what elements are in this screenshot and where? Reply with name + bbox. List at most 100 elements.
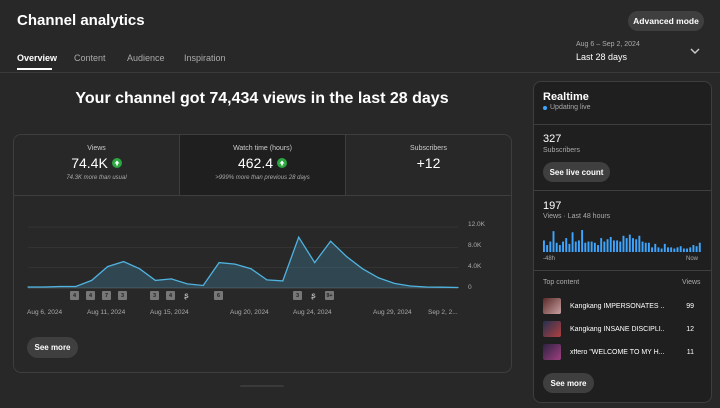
y-tick-label: 12.0K <box>468 221 485 228</box>
event-marker[interactable]: 3 <box>293 291 302 300</box>
realtime-bar <box>543 240 545 252</box>
data-point <box>186 283 188 285</box>
y-tick-label: 0 <box>468 284 472 291</box>
metric-label: Watch time (hours) <box>233 145 292 152</box>
top-content-label: Top content <box>543 279 580 286</box>
realtime-bar <box>679 246 682 252</box>
date-label[interactable]: Last 28 days <box>576 52 628 62</box>
metric-watch-time[interactable]: Watch time (hours) 462.4 >999% more than… <box>180 135 346 195</box>
data-point <box>170 278 172 280</box>
realtime-bar <box>654 243 657 252</box>
views-headline: Your channel got 74,434 views in the las… <box>75 90 449 107</box>
event-marker[interactable]: 7 <box>102 291 111 300</box>
realtime-bar <box>660 248 663 252</box>
realtime-bar <box>644 242 647 252</box>
data-point <box>377 277 379 279</box>
realtime-bar <box>657 247 660 252</box>
video-views: 12 <box>686 325 694 333</box>
realtime-bar <box>577 240 580 252</box>
realtime-bar <box>581 230 584 252</box>
data-point <box>393 282 395 285</box>
shorts-icon[interactable]: ʂ <box>184 291 189 300</box>
divider <box>534 124 711 125</box>
advanced-mode-button[interactable]: Advanced mode <box>628 11 704 31</box>
data-point <box>75 285 77 288</box>
axis-end-label: Now <box>686 256 699 262</box>
see-more-button[interactable]: See more <box>27 337 78 358</box>
realtime-card: Realtime Updating live 327 Subscribers S… <box>533 81 712 403</box>
data-point <box>154 279 157 281</box>
event-marker[interactable]: 4 <box>86 291 95 300</box>
event-marker[interactable]: 9+ <box>325 291 334 300</box>
realtime-bar <box>651 247 654 252</box>
realtime-bar <box>695 246 698 252</box>
realtime-bar <box>667 247 669 252</box>
x-tick-label: Aug 29, 2024 <box>373 309 412 316</box>
arrow-up-icon <box>277 158 288 168</box>
x-tick-label: Aug 24, 2024 <box>293 309 332 316</box>
metric-subscribers[interactable]: Subscribers +12 <box>346 135 511 195</box>
realtime-bar <box>622 235 625 252</box>
realtime-bar <box>593 242 596 252</box>
data-point <box>298 236 300 238</box>
metric-value: +12 <box>416 155 441 171</box>
realtime-bar <box>686 248 689 252</box>
metrics-divider <box>14 195 511 196</box>
realtime-bar <box>638 235 641 252</box>
data-point <box>43 286 45 288</box>
top-content-row[interactable]: xffero "WELCOME TO MY H... 11 <box>543 344 694 360</box>
tab-audience[interactable]: Audience <box>127 53 165 63</box>
realtime-bar <box>546 245 549 252</box>
realtime-bar <box>670 247 673 252</box>
top-content-row[interactable]: Kangkang INSANE DISCIPLI... 12 <box>543 321 694 337</box>
see-live-count-button[interactable]: See live count <box>543 162 610 182</box>
realtime-bar <box>609 236 612 252</box>
realtime-bar <box>692 245 695 252</box>
data-point <box>122 260 125 263</box>
scroll-indicator[interactable] <box>240 385 284 387</box>
event-marker[interactable]: 4 <box>166 291 175 300</box>
divider <box>534 270 711 271</box>
realtime-bar <box>565 238 568 252</box>
realtime-bar <box>641 241 644 252</box>
realtime-bar <box>663 243 666 252</box>
data-point <box>282 280 284 282</box>
x-tick-label: Aug 11, 2024 <box>87 309 126 316</box>
realtime-bar <box>676 247 679 252</box>
realtime-bar <box>568 243 571 252</box>
event-marker[interactable]: 4 <box>70 291 79 300</box>
metric-views[interactable]: Views 74.4K 74.3K more than usual <box>14 135 180 195</box>
tab-inspiration[interactable]: Inspiration <box>184 53 226 63</box>
top-content-views-header: Views <box>682 279 701 286</box>
x-tick-label: Aug 15, 2024 <box>150 309 189 316</box>
realtime-bar <box>682 248 685 252</box>
event-marker[interactable]: 6 <box>214 291 223 300</box>
overview-card: Views 74.4K 74.3K more than usual Watch … <box>13 134 512 373</box>
date-range[interactable]: Aug 6 – Sep 2, 2024 <box>576 41 640 48</box>
data-point <box>266 279 268 281</box>
realtime-see-more-button[interactable]: See more <box>543 373 594 393</box>
tab-content[interactable]: Content <box>74 53 106 63</box>
views-count: 197 <box>543 200 562 212</box>
realtime-bar <box>647 242 650 252</box>
tab-overview[interactable]: Overview <box>17 53 58 63</box>
realtime-bar <box>552 231 555 252</box>
metric-label: Views <box>87 145 106 152</box>
data-point <box>59 285 61 288</box>
divider <box>534 190 711 191</box>
active-tab-indicator <box>17 68 52 70</box>
data-point <box>202 284 204 287</box>
data-point <box>27 286 29 288</box>
shorts-icon[interactable]: ʂ <box>311 291 316 300</box>
data-point <box>138 268 141 270</box>
event-marker[interactable]: 3 <box>118 291 127 300</box>
arrow-up-icon <box>111 158 122 168</box>
data-point <box>314 261 316 264</box>
chevron-down-icon[interactable] <box>689 46 701 56</box>
realtime-bar <box>632 238 634 252</box>
event-marker[interactable]: 3 <box>150 291 159 300</box>
metric-subtext: 74.3K more than usual <box>66 175 127 181</box>
top-content-row[interactable]: Kangkang IMPERSONATES ... 99 <box>543 298 694 314</box>
realtime-bar <box>698 242 701 252</box>
